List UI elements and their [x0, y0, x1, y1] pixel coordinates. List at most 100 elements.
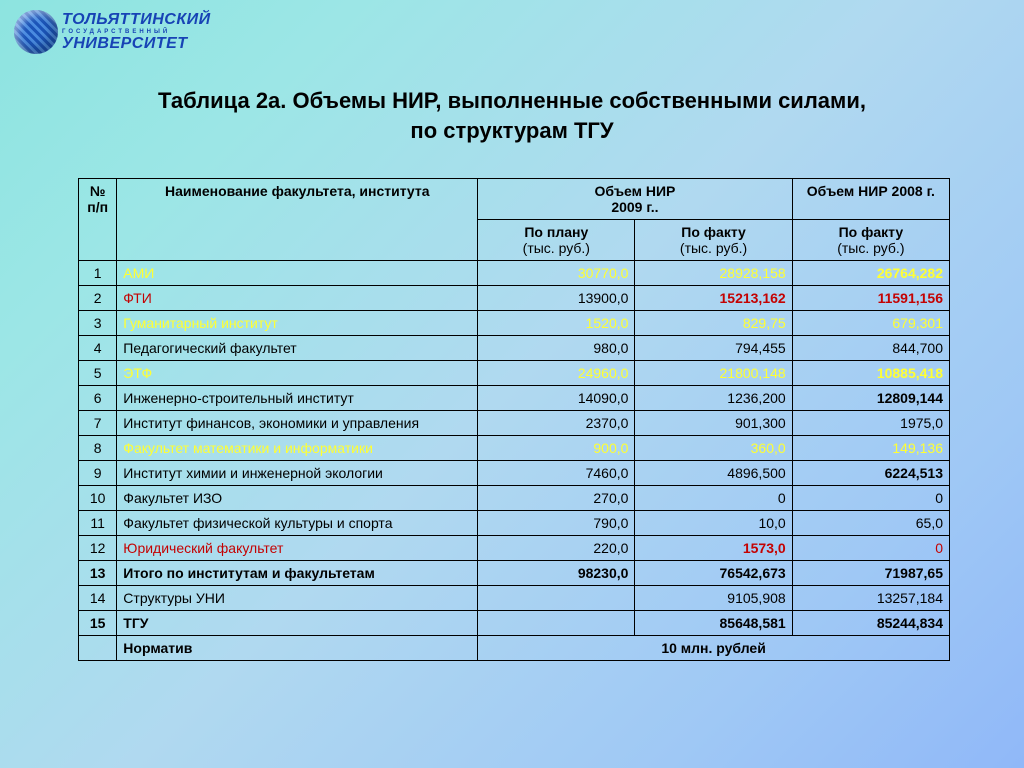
- header-fact-2008: По факту (тыс. руб.): [792, 220, 949, 261]
- cell-plan: [478, 586, 635, 611]
- cell-fact: 9105,908: [635, 586, 792, 611]
- logo-line3: УНИВЕРСИТЕТ: [62, 36, 211, 52]
- table-body: 1АМИ30770,028928,15826764,2822ФТИ13900,0…: [79, 261, 950, 661]
- cell-2008: 1975,0: [792, 411, 949, 436]
- cell-name: Факультет ИЗО: [117, 486, 478, 511]
- cell-name: Институт химии и инженерной экологии: [117, 461, 478, 486]
- table-row: 15ТГУ85648,58185244,834: [79, 611, 950, 636]
- cell-name: Юридический факультет: [117, 536, 478, 561]
- logo: ТОЛЬЯТТИНСКИЙ ГОСУДАРСТВЕННЫЙ УНИВЕРСИТЕ…: [14, 10, 211, 54]
- cell-plan: 980,0: [478, 336, 635, 361]
- cell-fact: 76542,673: [635, 561, 792, 586]
- cell-fact: 794,455: [635, 336, 792, 361]
- header-fact: По факту (тыс. руб.): [635, 220, 792, 261]
- table-row: 9Институт химии и инженерной экологии746…: [79, 461, 950, 486]
- header-vol-2009: Объем НИР 2009 г..: [478, 179, 793, 220]
- cell-plan: 7460,0: [478, 461, 635, 486]
- cell-name: ФТИ: [117, 286, 478, 311]
- cell-name: ТГУ: [117, 611, 478, 636]
- cell-fact: 901,300: [635, 411, 792, 436]
- cell-name: Институт финансов, экономики и управлени…: [117, 411, 478, 436]
- table-row: 10Факультет ИЗО270,000: [79, 486, 950, 511]
- cell-plan: 900,0: [478, 436, 635, 461]
- table-row: 4Педагогический факультет980,0794,455844…: [79, 336, 950, 361]
- cell-name: ЭТФ: [117, 361, 478, 386]
- cell-plan: 14090,0: [478, 386, 635, 411]
- cell-plan: 270,0: [478, 486, 635, 511]
- table-row: 3Гуманитарный институт1520,0829,75679,30…: [79, 311, 950, 336]
- cell-2008: 844,700: [792, 336, 949, 361]
- cell-plan: 98230,0: [478, 561, 635, 586]
- cell-num: 4: [79, 336, 117, 361]
- cell-fact: 829,75: [635, 311, 792, 336]
- cell-num: 1: [79, 261, 117, 286]
- cell-name: Педагогический факультет: [117, 336, 478, 361]
- table-row: 5ЭТФ24960,021800,14810885,418: [79, 361, 950, 386]
- cell-num: 12: [79, 536, 117, 561]
- cell-fact: 4896,500: [635, 461, 792, 486]
- page-title: Таблица 2а. Объемы НИР, выполненные собс…: [0, 86, 1024, 145]
- cell-2008: 679,301: [792, 311, 949, 336]
- logo-line1: ТОЛЬЯТТИНСКИЙ: [62, 12, 211, 28]
- cell-name: Факультет математики и информатики: [117, 436, 478, 461]
- cell-name: Факультет физической культуры и спорта: [117, 511, 478, 536]
- cell-norm-value: 10 млн. рублей: [478, 636, 950, 661]
- cell-num: 5: [79, 361, 117, 386]
- cell-num: 9: [79, 461, 117, 486]
- cell-num: [79, 636, 117, 661]
- cell-2008: 0: [792, 536, 949, 561]
- table-row: 14Структуры УНИ9105,90813257,184: [79, 586, 950, 611]
- table-row: 12Юридический факультет220,01573,00: [79, 536, 950, 561]
- cell-name: АМИ: [117, 261, 478, 286]
- cell-2008: 13257,184: [792, 586, 949, 611]
- cell-num: 7: [79, 411, 117, 436]
- header-plan: По плану (тыс. руб.): [478, 220, 635, 261]
- cell-num: 10: [79, 486, 117, 511]
- cell-num: 13: [79, 561, 117, 586]
- cell-fact: 1236,200: [635, 386, 792, 411]
- cell-num: 15: [79, 611, 117, 636]
- cell-plan: 220,0: [478, 536, 635, 561]
- table-row: 11Факультет физической культуры и спорта…: [79, 511, 950, 536]
- cell-plan: 30770,0: [478, 261, 635, 286]
- cell-2008: 6224,513: [792, 461, 949, 486]
- cell-plan: 13900,0: [478, 286, 635, 311]
- cell-plan: 24960,0: [478, 361, 635, 386]
- table-row: 13Итого по институтам и факультетам98230…: [79, 561, 950, 586]
- cell-2008: 10885,418: [792, 361, 949, 386]
- cell-num: 11: [79, 511, 117, 536]
- cell-2008: 149,136: [792, 436, 949, 461]
- table-row: 7Институт финансов, экономики и управлен…: [79, 411, 950, 436]
- cell-plan: 1520,0: [478, 311, 635, 336]
- cell-fact: 15213,162: [635, 286, 792, 311]
- cell-name: Инженерно-строительный институт: [117, 386, 478, 411]
- cell-name: Гуманитарный институт: [117, 311, 478, 336]
- table-header: № п/п Наименование факультета, института…: [79, 179, 950, 261]
- cell-2008: 0: [792, 486, 949, 511]
- cell-plan: [478, 611, 635, 636]
- title-line2: по структурам ТГУ: [410, 118, 613, 143]
- cell-plan: 790,0: [478, 511, 635, 536]
- table-row: 2ФТИ13900,015213,16211591,156: [79, 286, 950, 311]
- cell-num: 8: [79, 436, 117, 461]
- data-table: № п/п Наименование факультета, института…: [78, 178, 950, 661]
- table-row: 6Инженерно-строительный институт14090,01…: [79, 386, 950, 411]
- table-row: 8Факультет математики и информатики900,0…: [79, 436, 950, 461]
- cell-num: 3: [79, 311, 117, 336]
- cell-fact: 0: [635, 486, 792, 511]
- cell-num: 6: [79, 386, 117, 411]
- cell-name: Итого по институтам и факультетам: [117, 561, 478, 586]
- cell-name: Структуры УНИ: [117, 586, 478, 611]
- cell-2008: 12809,144: [792, 386, 949, 411]
- cell-fact: 1573,0: [635, 536, 792, 561]
- cell-fact: 10,0: [635, 511, 792, 536]
- cell-2008: 11591,156: [792, 286, 949, 311]
- header-num: № п/п: [79, 179, 117, 261]
- cell-fact: 28928,158: [635, 261, 792, 286]
- cell-plan: 2370,0: [478, 411, 635, 436]
- logo-globe-icon: [14, 10, 58, 54]
- header-name: Наименование факультета, института: [117, 179, 478, 261]
- cell-fact: 85648,581: [635, 611, 792, 636]
- cell-fact: 360,0: [635, 436, 792, 461]
- title-line1: Таблица 2а. Объемы НИР, выполненные собс…: [158, 88, 866, 113]
